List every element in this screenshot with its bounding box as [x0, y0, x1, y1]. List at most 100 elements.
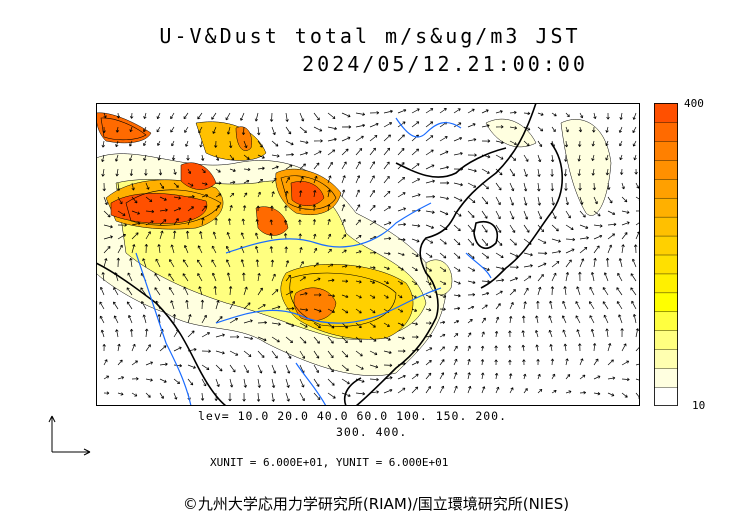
- wind-arrow: [537, 262, 547, 268]
- wind-arrow: [495, 182, 502, 191]
- wind-arrow: [341, 322, 348, 329]
- wind-arrow: [425, 294, 432, 299]
- wind-arrow: [299, 140, 309, 145]
- wind-arrow: [182, 259, 189, 268]
- wind-arrow: [299, 190, 303, 198]
- wind-arrow: [285, 190, 289, 198]
- wind-arrow: [143, 140, 147, 147]
- wind-arrow: [243, 154, 250, 160]
- wind-arrow: [355, 175, 361, 184]
- wind-arrow: [480, 359, 485, 366]
- wind-arrow: [439, 266, 447, 272]
- wind-arrow: [590, 328, 595, 338]
- wind-arrow: [185, 230, 190, 240]
- wind-arrow: [103, 246, 111, 254]
- wind-arrow: [183, 286, 189, 296]
- wind-arrow: [551, 224, 559, 232]
- wind-arrow: [355, 294, 362, 299]
- wind-arrow: [173, 168, 177, 175]
- wind-arrow: [579, 196, 584, 205]
- wind-arrow: [593, 196, 598, 205]
- wind-arrow: [257, 304, 266, 310]
- wind-arrow: [495, 386, 500, 394]
- wind-arrow: [327, 336, 334, 344]
- wind-arrow: [550, 168, 554, 177]
- wind-arrow: [215, 181, 222, 185]
- wind-arrow: [313, 293, 322, 297]
- wind-arrow: [565, 390, 572, 394]
- wind-arrow: [383, 388, 393, 394]
- wind-arrow: [284, 246, 288, 254]
- wind-arrow: [551, 272, 557, 282]
- wind-arrow: [565, 237, 576, 242]
- wind-arrow: [103, 196, 108, 206]
- wind-arrow: [313, 189, 317, 198]
- wind-arrow: [341, 294, 349, 299]
- wind-arrow: [548, 315, 553, 324]
- wind-arrow: [369, 308, 376, 314]
- wind-arrow: [115, 168, 119, 177]
- wind-arrow: [129, 140, 133, 147]
- wind-arrow: [128, 315, 133, 324]
- wind-arrow: [313, 139, 323, 143]
- wind-arrow: [565, 224, 574, 231]
- wind-arrow: [507, 345, 512, 352]
- wind-arrow: [159, 219, 167, 226]
- wind-arrow: [313, 126, 323, 132]
- wind-arrow: [606, 112, 610, 120]
- wind-arrow: [243, 286, 248, 296]
- wind-arrow: [145, 196, 153, 203]
- wind-arrow: [257, 140, 263, 148]
- wind-arrow: [159, 392, 164, 399]
- wind-arrow: [551, 373, 556, 380]
- wind-arrow: [102, 126, 106, 134]
- wind-arrow: [285, 152, 294, 157]
- wind-arrow: [131, 360, 138, 366]
- wind-arrow: [327, 350, 334, 359]
- wind-arrow: [425, 179, 435, 184]
- wind-arrow: [563, 286, 567, 296]
- wind-arrow: [631, 258, 637, 268]
- wind-arrow: [313, 378, 320, 387]
- colorbar-cell: [654, 103, 678, 123]
- wind-arrow: [481, 386, 486, 394]
- wind-arrow: [270, 259, 275, 268]
- wind-arrow: [467, 266, 476, 272]
- wind-arrow: [185, 299, 189, 310]
- wind-arrow: [509, 126, 518, 130]
- wind-arrow: [523, 111, 531, 116]
- wind-arrow: [229, 317, 239, 324]
- wind-arrow: [439, 280, 447, 285]
- wind-arrow: [620, 328, 624, 338]
- wind-arrow: [201, 194, 209, 198]
- wind-arrow: [453, 345, 458, 352]
- wind-arrow: [617, 272, 623, 282]
- wind-arrow: [481, 124, 490, 128]
- wind-arrow: [201, 378, 207, 387]
- wind-arrow: [243, 378, 247, 388]
- wind-arrow: [341, 392, 351, 398]
- wind-arrow: [102, 344, 106, 352]
- wind-arrow: [397, 387, 406, 394]
- wind-arrow: [439, 252, 447, 259]
- wind-arrow: [603, 314, 609, 324]
- wind-arrow: [383, 322, 390, 327]
- wind-arrow: [229, 335, 240, 339]
- wind-arrow: [299, 151, 308, 156]
- chart-title: U-V&Dust total m/s&ug/m3 JST: [159, 24, 581, 48]
- wind-arrow: [369, 250, 377, 255]
- wind-arrow: [271, 126, 276, 136]
- wind-arrow: [227, 218, 232, 226]
- wind-arrow: [115, 126, 120, 133]
- wind-arrow: [578, 271, 582, 282]
- wind-arrow: [369, 280, 376, 284]
- wind-arrow: [495, 303, 501, 310]
- wind-arrow: [126, 301, 133, 310]
- wind-arrow: [126, 287, 133, 296]
- wind-arrow: [284, 205, 288, 212]
- wind-arrow: [467, 385, 472, 394]
- wind-arrow: [127, 272, 133, 282]
- wind-arrow: [185, 140, 189, 147]
- wind-arrow: [383, 350, 392, 355]
- wind-arrow: [173, 392, 178, 400]
